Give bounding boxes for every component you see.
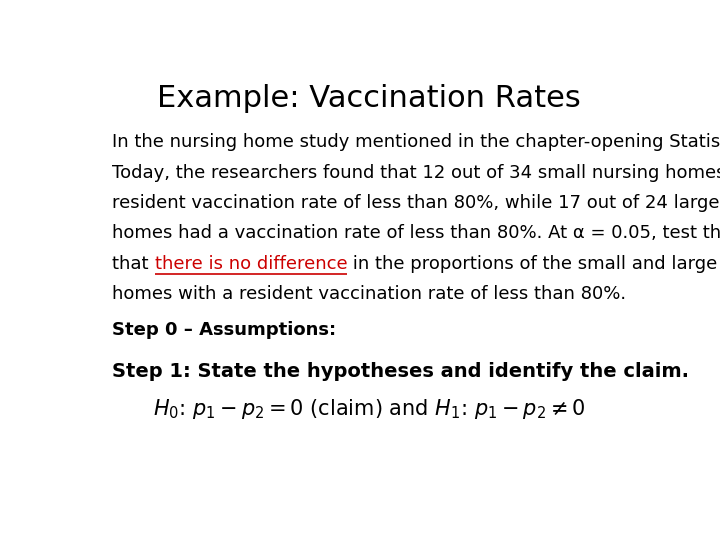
Text: homes had a vaccination rate of less than 80%. At α = 0.05, test the claim: homes had a vaccination rate of less tha… [112, 225, 720, 242]
Text: $H_0$: $p_1 - p_2 = 0$ (claim) and $H_1$: $p_1 - p_2 \neq 0$: $H_0$: $p_1 - p_2 = 0$ (claim) and $H_1$… [153, 397, 585, 421]
Text: Today, the researchers found that 12 out of 34 small nursing homes had a: Today, the researchers found that 12 out… [112, 164, 720, 182]
Text: Step 1: State the hypotheses and identify the claim.: Step 1: State the hypotheses and identif… [112, 362, 689, 381]
Text: In the nursing home study mentioned in the chapter-opening Statistics: In the nursing home study mentioned in t… [112, 133, 720, 151]
Text: in the proportions of the small and large nursing: in the proportions of the small and larg… [347, 255, 720, 273]
Text: there is no difference: there is no difference [155, 255, 347, 273]
Text: Step 0 – Assumptions:: Step 0 – Assumptions: [112, 321, 336, 339]
Text: that: that [112, 255, 155, 273]
Text: resident vaccination rate of less than 80%, while 17 out of 24 large nursing: resident vaccination rate of less than 8… [112, 194, 720, 212]
Text: Example: Vaccination Rates: Example: Vaccination Rates [157, 84, 581, 112]
Text: homes with a resident vaccination rate of less than 80%.: homes with a resident vaccination rate o… [112, 285, 626, 303]
